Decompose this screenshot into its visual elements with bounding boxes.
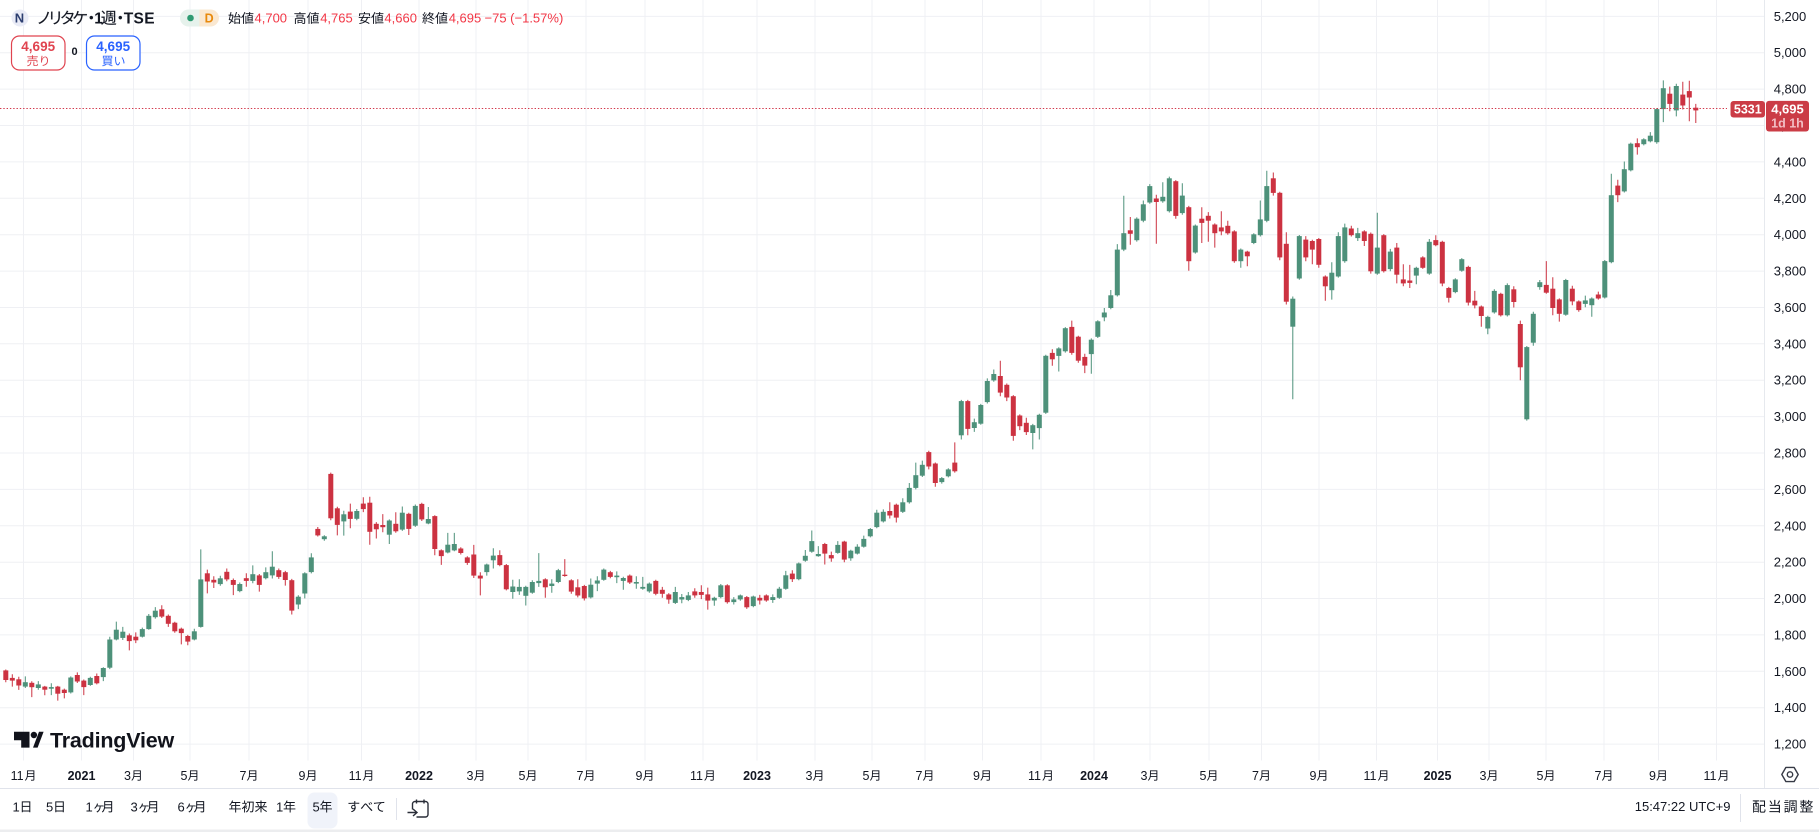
- svg-text:TradingView: TradingView: [50, 729, 175, 753]
- svg-text:1,200: 1,200: [1774, 737, 1807, 752]
- svg-text:2024: 2024: [1080, 769, 1108, 783]
- svg-text:3: 3: [806, 769, 813, 783]
- svg-text:1,400: 1,400: [1774, 700, 1807, 715]
- svg-text:11: 11: [1704, 769, 1717, 783]
- svg-text:9: 9: [1649, 769, 1656, 783]
- svg-text:4,695: 4,695: [449, 11, 482, 26]
- svg-text:3,400: 3,400: [1774, 336, 1807, 351]
- svg-text:5,200: 5,200: [1774, 9, 1807, 24]
- svg-text:2021: 2021: [68, 769, 96, 783]
- svg-text:5: 5: [1537, 769, 1544, 783]
- svg-text:7: 7: [1595, 769, 1602, 783]
- svg-text:D: D: [205, 11, 214, 25]
- svg-text:1d 1h: 1d 1h: [1771, 117, 1804, 131]
- svg-text:1: 1: [276, 799, 283, 814]
- svg-text:3: 3: [1141, 769, 1148, 783]
- svg-text:3: 3: [131, 799, 138, 814]
- svg-text:2,200: 2,200: [1774, 555, 1807, 570]
- svg-text:1: 1: [86, 799, 93, 814]
- svg-text:4,200: 4,200: [1774, 191, 1807, 206]
- svg-text:3,000: 3,000: [1774, 409, 1807, 424]
- svg-text:4,000: 4,000: [1774, 227, 1807, 242]
- svg-text:9: 9: [299, 769, 306, 783]
- svg-text:5: 5: [313, 799, 320, 814]
- svg-text:2022: 2022: [405, 769, 433, 783]
- svg-text:N: N: [15, 11, 24, 26]
- svg-text:4,700: 4,700: [255, 11, 288, 26]
- svg-text:4,695: 4,695: [96, 39, 130, 54]
- svg-text:5: 5: [863, 769, 870, 783]
- svg-text:7: 7: [916, 769, 923, 783]
- svg-text:7: 7: [1252, 769, 1259, 783]
- svg-text:4,765: 4,765: [320, 11, 353, 26]
- svg-text:3,200: 3,200: [1774, 373, 1807, 388]
- svg-text:5,000: 5,000: [1774, 45, 1807, 60]
- svg-text:1: 1: [13, 799, 20, 814]
- svg-text:−75 (−1.57%): −75 (−1.57%): [485, 11, 564, 26]
- svg-text:9: 9: [636, 769, 643, 783]
- svg-text:4,800: 4,800: [1774, 82, 1807, 97]
- svg-text:15:47:22 UTC+9: 15:47:22 UTC+9: [1635, 799, 1731, 814]
- svg-text:2023: 2023: [743, 769, 771, 783]
- svg-text:3,800: 3,800: [1774, 264, 1807, 279]
- svg-text:11: 11: [1364, 769, 1377, 783]
- svg-text:2,600: 2,600: [1774, 482, 1807, 497]
- svg-text:7: 7: [577, 769, 584, 783]
- svg-text:9: 9: [973, 769, 980, 783]
- svg-text:2,800: 2,800: [1774, 446, 1807, 461]
- svg-text:4,400: 4,400: [1774, 154, 1807, 169]
- svg-text:1,800: 1,800: [1774, 627, 1807, 642]
- svg-text:11: 11: [690, 769, 703, 783]
- svg-text:TSE: TSE: [124, 11, 155, 28]
- svg-text:3: 3: [124, 769, 131, 783]
- svg-text:7: 7: [240, 769, 247, 783]
- svg-text:9: 9: [1310, 769, 1317, 783]
- svg-text:11: 11: [1028, 769, 1041, 783]
- svg-text:2,400: 2,400: [1774, 518, 1807, 533]
- svg-text:5: 5: [181, 769, 188, 783]
- svg-text:4,695: 4,695: [21, 39, 55, 54]
- svg-text:2025: 2025: [1424, 769, 1452, 783]
- svg-text:5: 5: [1200, 769, 1207, 783]
- svg-text:1: 1: [94, 11, 103, 28]
- svg-text:0: 0: [71, 46, 77, 58]
- svg-text:1,600: 1,600: [1774, 664, 1807, 679]
- svg-text:3: 3: [1480, 769, 1487, 783]
- svg-text:5: 5: [46, 799, 53, 814]
- svg-text:4,695: 4,695: [1771, 102, 1804, 117]
- svg-text:4,660: 4,660: [384, 11, 417, 26]
- svg-text:11: 11: [11, 769, 24, 783]
- svg-text:6: 6: [178, 799, 185, 814]
- svg-text:3: 3: [467, 769, 474, 783]
- svg-text:2,000: 2,000: [1774, 591, 1807, 606]
- svg-text:5331: 5331: [1734, 103, 1762, 117]
- svg-text:11: 11: [349, 769, 362, 783]
- svg-text:3,600: 3,600: [1774, 300, 1807, 315]
- svg-text:5: 5: [519, 769, 526, 783]
